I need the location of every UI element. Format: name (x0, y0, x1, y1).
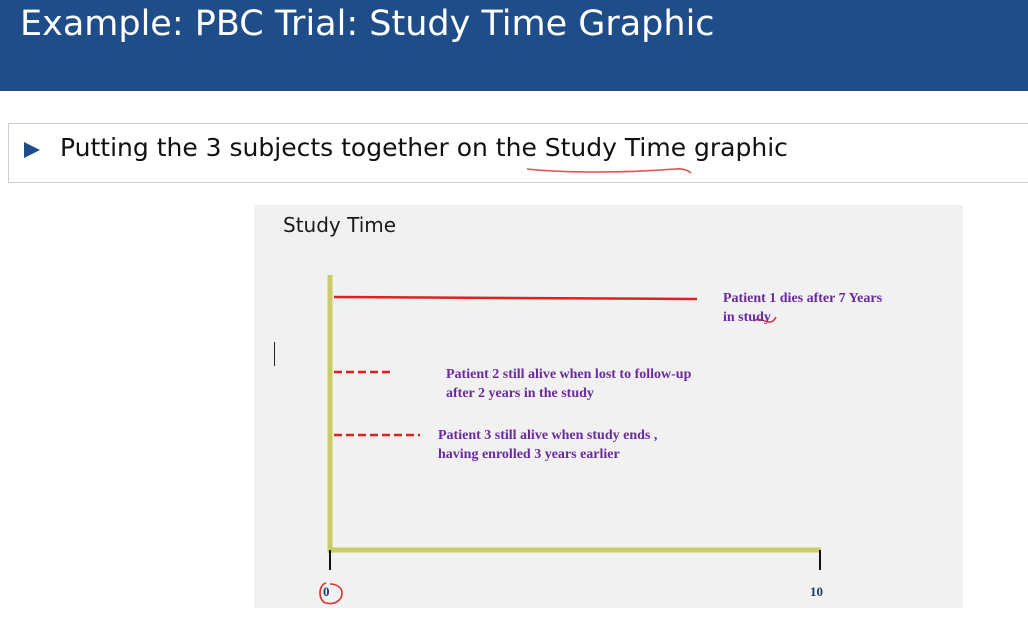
patient-2-line2: after 2 years in the study (446, 386, 594, 401)
patient-2-annotation: Patient 2 still alive when lost to follo… (446, 365, 691, 403)
patient-1-line (333, 295, 698, 301)
patient-2-line1: Patient 2 still alive when lost to follo… (446, 367, 692, 382)
text-cursor (274, 342, 275, 366)
patient-1-annotation: Patient 1 dies after 7 Years in study (723, 289, 882, 327)
diagram-title: Study Time (283, 213, 397, 237)
patient-3-annotation: Patient 3 still alive when study ends , … (438, 426, 657, 464)
study-time-diagram: Study Time Patient 1 dies after 7 Years … (254, 205, 963, 608)
pen-circle-annotation (319, 582, 343, 605)
patient-3-line2: having enrolled 3 years earlier (438, 447, 620, 462)
patient-1-line1: Patient 1 dies after 7 Years (723, 291, 883, 306)
pen-underline-annotation (526, 168, 692, 174)
bullet-box (8, 123, 1028, 183)
patient-3-line1: Patient 3 still alive when study ends , (438, 428, 658, 443)
slide-header: Example: PBC Trial: Study Time Graphic (0, 0, 1028, 91)
x-tick-label-10: 10 (810, 584, 823, 599)
x-tick-label-0: 0 (323, 584, 330, 599)
patient-1-line2: in study (723, 310, 771, 325)
pen-scribble-annotation (753, 316, 777, 323)
study-time-plot (319, 275, 821, 605)
slide-title: Example: PBC Trial: Study Time Graphic (20, 4, 715, 44)
bullet-arrow-icon (24, 142, 40, 158)
bullet-text: Putting the 3 subjects together on the S… (60, 133, 788, 162)
